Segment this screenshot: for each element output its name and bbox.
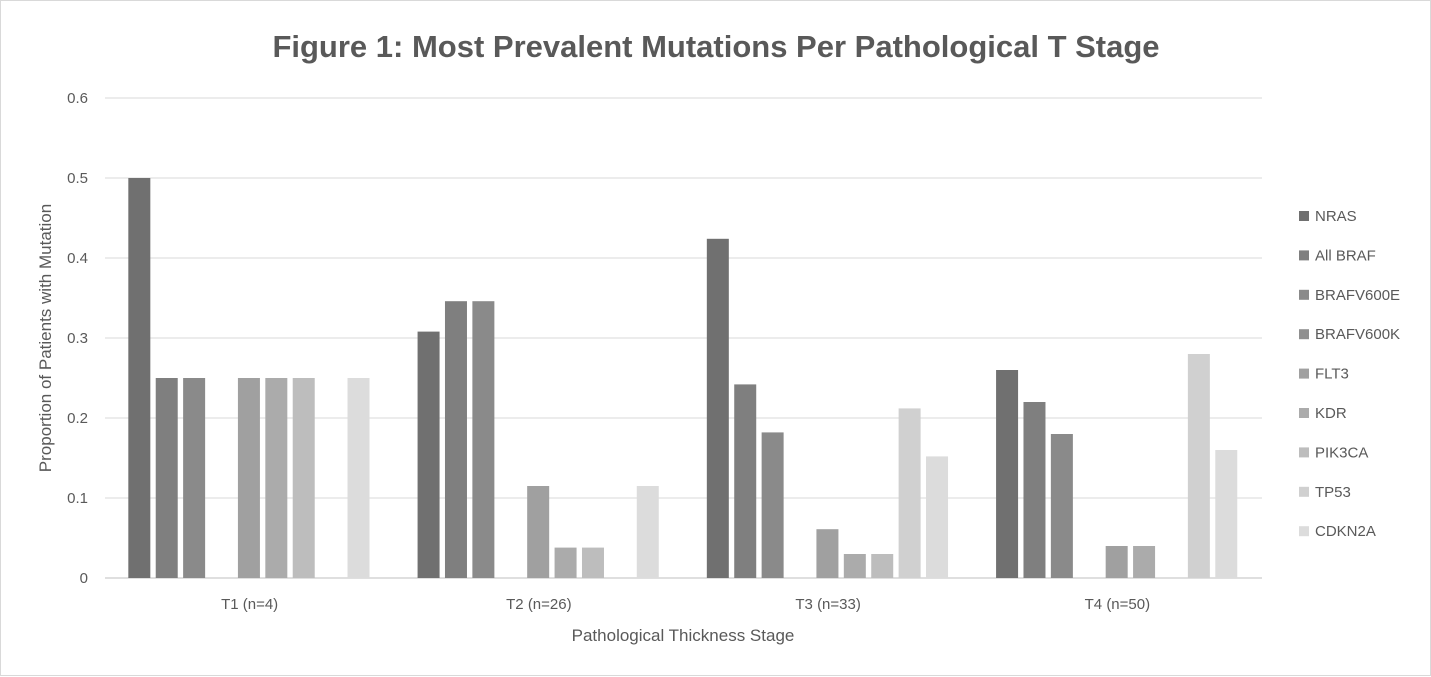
- y-tick-label: 0.1: [67, 490, 88, 507]
- bar: [898, 408, 921, 578]
- legend-label: BRAFV600E: [1315, 287, 1400, 304]
- bar: [1133, 546, 1156, 578]
- bar: [444, 301, 467, 578]
- bar: [581, 547, 604, 578]
- y-tick-label: 0.3: [67, 330, 88, 347]
- legend-label: FLT3: [1315, 366, 1349, 383]
- bar: [1023, 402, 1046, 578]
- legend-swatch: [1299, 289, 1309, 300]
- x-tick-label: T2 (n=26): [506, 596, 571, 613]
- bar: [871, 554, 894, 578]
- y-tick-label: 0.4: [67, 250, 88, 267]
- legend-swatch: [1299, 526, 1309, 537]
- bar: [128, 178, 151, 578]
- bar: [155, 378, 178, 578]
- y-tick-label: 0.5: [67, 170, 88, 187]
- y-axis-label: Proportion of Patients with Mutation: [36, 204, 55, 472]
- bar: [816, 529, 839, 578]
- chart-title: Figure 1: Most Prevalent Mutations Per P…: [272, 29, 1159, 64]
- legend-swatch: [1299, 408, 1309, 418]
- bar: [761, 432, 784, 578]
- legend-swatch: [1299, 486, 1309, 497]
- legend-swatch: [1299, 368, 1309, 379]
- legend-label: KDR: [1315, 405, 1347, 422]
- bar: [926, 456, 949, 578]
- x-axis-ticks: T1 (n=4) T2 (n=26) T3 (n=33) T4 (n=50): [221, 596, 1150, 613]
- bar: [1105, 546, 1128, 578]
- legend-swatch: [1299, 329, 1309, 340]
- legend-label: All BRAF: [1315, 247, 1376, 264]
- legend-label: CDKN2A: [1315, 523, 1376, 540]
- bars: [128, 178, 1238, 579]
- legend-swatch: [1299, 211, 1309, 221]
- bar: [843, 554, 866, 578]
- x-tick-label: T4 (n=50): [1085, 596, 1150, 613]
- legend-swatch: [1299, 447, 1309, 458]
- legend-swatch: [1299, 250, 1309, 261]
- legend-label: TP53: [1315, 484, 1351, 501]
- bar: [636, 486, 659, 578]
- y-tick-label: 0.2: [67, 410, 88, 427]
- x-tick-label: T3 (n=33): [795, 596, 860, 613]
- bar: [1215, 450, 1238, 578]
- bar: [237, 378, 260, 578]
- y-tick-label: 0: [80, 570, 88, 587]
- x-axis-label: Pathological Thickness Stage: [572, 626, 795, 645]
- x-tick-label: T1 (n=4): [221, 596, 278, 613]
- legend-label: BRAFV600K: [1315, 326, 1400, 343]
- bar: [734, 384, 757, 578]
- bar: [706, 238, 729, 579]
- bar: [183, 378, 206, 578]
- bar: [347, 378, 370, 578]
- bar: [472, 301, 495, 578]
- y-axis-ticks: 0 0.1 0.2 0.3 0.4 0.5 0.6: [67, 90, 88, 587]
- bar: [1187, 354, 1210, 578]
- bar: [527, 486, 550, 578]
- bar: [1050, 434, 1073, 578]
- legend: NRAS All BRAF BRAFV600E BRAFV600K FLT3 KDR PIK…: [1299, 208, 1400, 540]
- legend-label: NRAS: [1315, 208, 1357, 225]
- legend-label: PIK3CA: [1315, 444, 1368, 461]
- bar: [554, 547, 577, 578]
- bar: [996, 370, 1019, 578]
- bar: [292, 378, 315, 578]
- y-tick-label: 0.6: [67, 90, 88, 107]
- bar: [265, 378, 288, 578]
- bar: [417, 331, 440, 578]
